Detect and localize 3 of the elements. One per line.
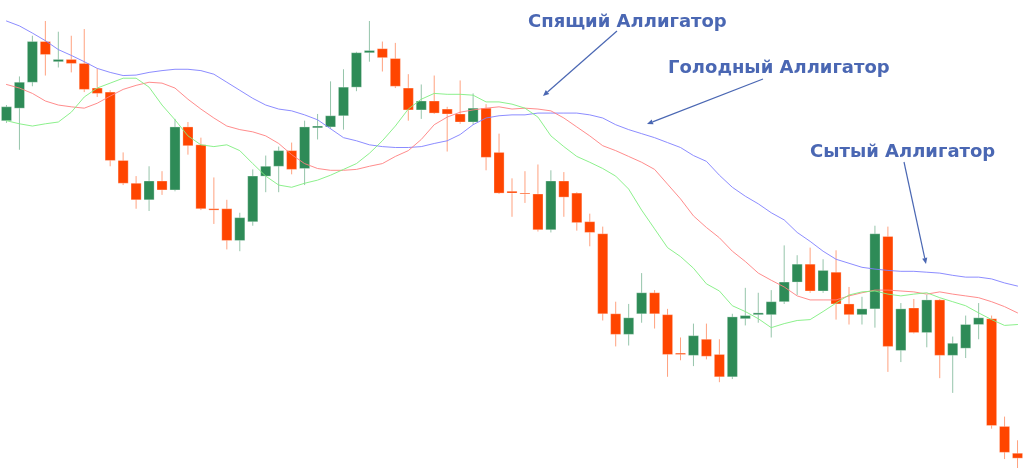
annotation: Спящий Аллигатор <box>528 10 727 31</box>
annotation: Голодный Аллигатор <box>668 56 890 77</box>
annotation: Сытый Аллигатор <box>810 140 996 161</box>
